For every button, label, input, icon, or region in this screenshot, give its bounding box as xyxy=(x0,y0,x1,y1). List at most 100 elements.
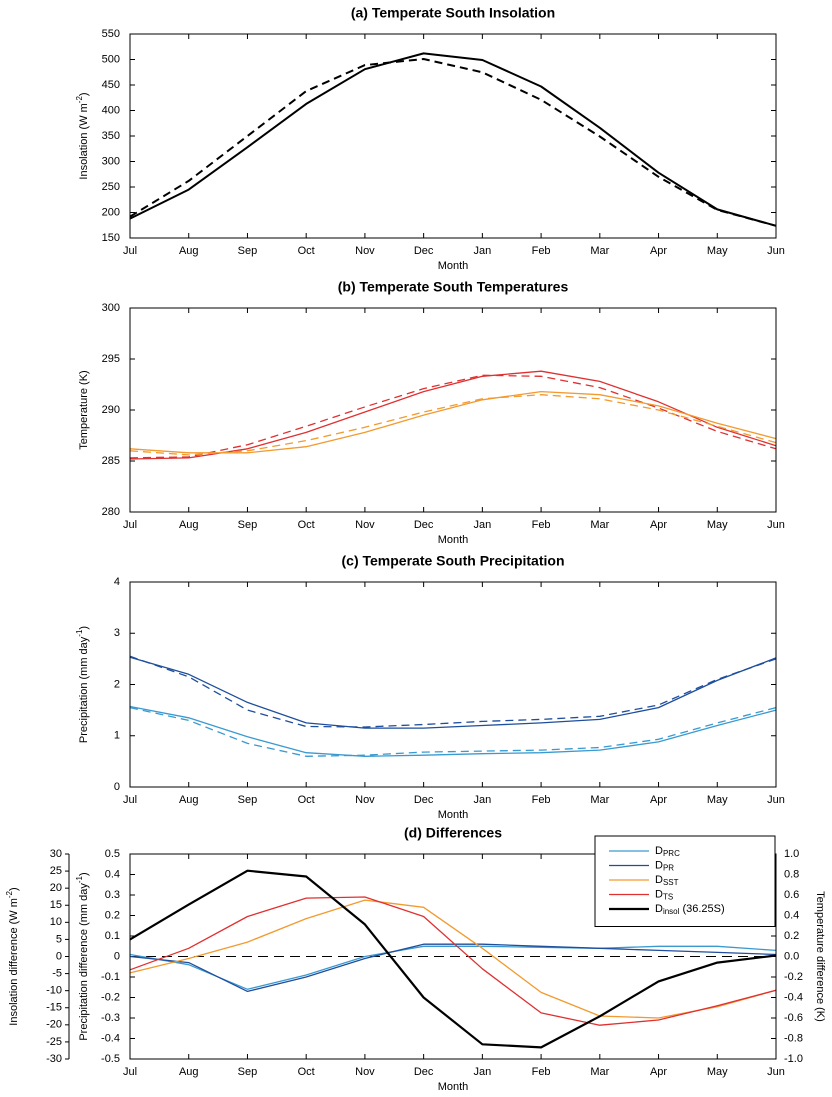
x-tick-label: Mar xyxy=(590,794,609,806)
y-axis-label: Precipitation difference (mm day-1) xyxy=(75,872,90,1040)
y-tick-label: 500 xyxy=(102,53,120,65)
y-tick-label: 0 xyxy=(114,950,120,962)
y-tick-label: 400 xyxy=(102,104,120,116)
y-axis-label: Temperature (K) xyxy=(78,370,90,449)
legend-label: DTS xyxy=(655,888,673,901)
x-tick-label: Oct xyxy=(298,245,315,257)
y-tick-label: -5 xyxy=(52,967,62,979)
x-tick-label: Nov xyxy=(355,1066,375,1078)
y-axis-label-text: Precipitation difference (mm day xyxy=(78,883,90,1041)
series-line xyxy=(129,943,777,993)
legend-name: D xyxy=(655,845,663,857)
x-tick-label: Sep xyxy=(238,245,258,257)
x-tick-label: May xyxy=(707,519,728,531)
x-tick-label: Dec xyxy=(414,1066,434,1078)
x-tick-label: May xyxy=(707,794,728,806)
y-tick-label: 25 xyxy=(50,865,62,877)
legend-name: D xyxy=(655,859,663,871)
x-tick-label: Aug xyxy=(179,1066,199,1078)
y-axis-label-sup: -1 xyxy=(75,629,84,637)
x-tick-label: Oct xyxy=(298,519,315,531)
y-axis-label-text: Temperature (K) xyxy=(78,370,90,449)
y3-axis-label-sup: -2 xyxy=(5,890,14,898)
y-tick-label: 3 xyxy=(114,627,120,639)
x-tick-label: Jul xyxy=(123,794,137,806)
y-tick-label: -30 xyxy=(46,1053,62,1065)
y-tick-label: 0 xyxy=(56,950,62,962)
y-tick-label: 0.6 xyxy=(784,889,799,901)
legend-label: Dinsol (36.25S) xyxy=(655,903,725,916)
y-tick-label: 30 xyxy=(50,848,62,860)
series-line xyxy=(129,370,777,460)
y-tick-label: 1 xyxy=(114,730,120,742)
series-line xyxy=(129,58,777,227)
y-tick-label: 300 xyxy=(102,302,120,314)
y-tick-label: 290 xyxy=(102,404,120,416)
x-tick-label: Jul xyxy=(123,1066,137,1078)
legend-subscript: PR xyxy=(663,864,674,873)
y-tick-label: 350 xyxy=(102,130,120,142)
y3-axis-label-end: ) xyxy=(8,887,20,891)
x-axis-label: Month xyxy=(438,1081,469,1093)
y-tick-label: 285 xyxy=(102,455,120,467)
series-line xyxy=(129,656,777,729)
y-tick-label: -25 xyxy=(46,1036,62,1048)
y-tick-label: 0.4 xyxy=(784,909,799,921)
y-tick-label: -1.0 xyxy=(784,1053,803,1065)
x-tick-label: Oct xyxy=(298,1066,315,1078)
y-tick-label: -0.1 xyxy=(101,971,120,983)
x-tick-label: Mar xyxy=(590,519,609,531)
y-axis-label-end: ) xyxy=(78,872,90,876)
plot-frame xyxy=(129,853,777,1060)
x-tick-label: Feb xyxy=(532,245,551,257)
y-axis-label-text: Precipitation (mm day xyxy=(78,636,90,743)
y-tick-label: 250 xyxy=(102,181,120,193)
y-tick-label: 295 xyxy=(102,353,120,365)
x-tick-label: Apr xyxy=(650,245,667,257)
plot-frame xyxy=(129,581,777,788)
y2-axis-label-text: Temperature difference (K) xyxy=(814,891,826,1022)
x-tick-label: May xyxy=(707,245,728,257)
x-tick-label: Mar xyxy=(590,245,609,257)
x-tick-label: Jul xyxy=(123,519,137,531)
series-line xyxy=(129,706,777,757)
y-tick-label: 0.5 xyxy=(105,848,120,860)
x-tick-label: Aug xyxy=(179,519,199,531)
x-tick-label: Sep xyxy=(238,1066,258,1078)
y-axis-label: Insolation (W m-2) xyxy=(75,92,90,179)
y-tick-label: 10 xyxy=(50,916,62,928)
x-tick-label: Sep xyxy=(238,794,258,806)
x-tick-label: Apr xyxy=(650,1066,667,1078)
chart-title: (b) Temperate South Temperatures xyxy=(338,279,569,295)
legend-subscript: SST xyxy=(663,878,679,887)
x-tick-label: Jul xyxy=(123,245,137,257)
series-line xyxy=(129,869,777,1049)
x-tick-label: May xyxy=(707,1066,728,1078)
x-tick-label: Sep xyxy=(238,519,258,531)
x-tick-label: Nov xyxy=(355,519,375,531)
y-tick-label: -0.2 xyxy=(784,971,803,983)
legend-subscript: insol xyxy=(663,907,680,916)
x-tick-label: Dec xyxy=(414,519,434,531)
x-tick-label: Dec xyxy=(414,245,434,257)
x-tick-label: Jan xyxy=(473,1066,491,1078)
y3-axis-label-text: Insolation difference (W m xyxy=(8,898,20,1026)
legend-label: DPR xyxy=(655,859,674,872)
y3-axis-label: Insolation difference (W m-2) xyxy=(5,887,20,1025)
x-tick-label: Aug xyxy=(179,245,199,257)
y-tick-label: 300 xyxy=(102,155,120,167)
x-tick-label: Apr xyxy=(650,794,667,806)
plot-frame xyxy=(129,33,777,239)
y-tick-label: -0.6 xyxy=(784,1012,803,1024)
y-tick-label: -10 xyxy=(46,985,62,997)
x-tick-label: Oct xyxy=(298,794,315,806)
y-axis-label-sup: -2 xyxy=(75,96,84,104)
x-tick-label: Nov xyxy=(355,794,375,806)
y-tick-label: -15 xyxy=(46,1002,62,1014)
x-tick-label: Jun xyxy=(767,1066,785,1078)
y-tick-label: -0.5 xyxy=(101,1053,120,1065)
x-tick-label: Jan xyxy=(473,794,491,806)
x-axis-label: Month xyxy=(438,809,469,821)
x-tick-label: Nov xyxy=(355,245,375,257)
